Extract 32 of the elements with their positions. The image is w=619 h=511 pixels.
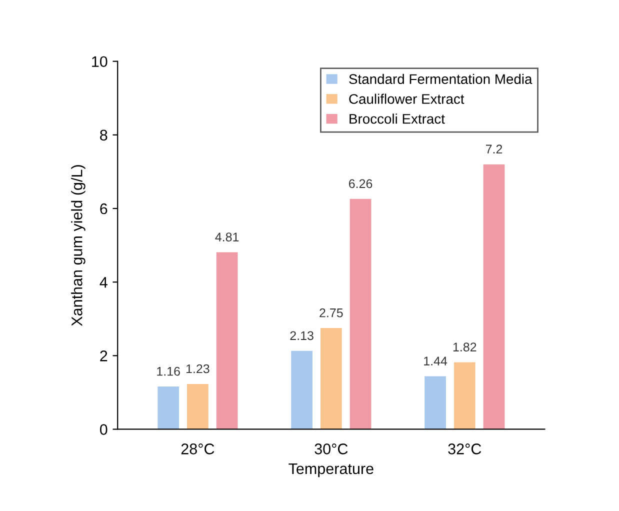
bar (187, 384, 208, 430)
data-label: 2.13 (290, 331, 314, 340)
y-tick-label: 8 (100, 130, 108, 141)
y-tick-label: 4 (100, 277, 108, 288)
data-label: 1.82 (453, 342, 476, 352)
data-label: 2.75 (320, 308, 343, 318)
bar (350, 198, 372, 430)
data-label: 6.26 (349, 179, 372, 188)
bar (320, 328, 342, 430)
x-axis-title: Temperature (288, 463, 374, 478)
data-label: 7.2 (486, 144, 502, 154)
y-tick-label: 6 (100, 203, 108, 214)
x-tick-label: 30°C (314, 444, 348, 454)
legend-label: Standard Fermentation Media (349, 74, 532, 84)
bar (454, 362, 476, 430)
bar (158, 386, 180, 430)
y-tick-label: 0 (100, 424, 108, 435)
data-label: 4.81 (215, 232, 239, 242)
data-label: 1.16 (157, 366, 180, 376)
x-tick-label: 28°C (181, 444, 214, 454)
y-axis-title: Xanthan gum yield (g/L) (71, 165, 86, 326)
bar (216, 252, 238, 430)
legend-label: Broccoli Extract (350, 114, 445, 124)
data-label: 1.23 (186, 364, 210, 374)
y-tick-label: 2 (100, 350, 108, 362)
x-tick-label: 32°C (448, 444, 482, 454)
bar (291, 350, 312, 430)
y-tick-label: 10 (92, 56, 108, 68)
data-label: 1.44 (424, 356, 448, 366)
bar (483, 164, 505, 430)
bar (424, 376, 446, 430)
legend-label: Cauliflower Extract (349, 94, 464, 104)
